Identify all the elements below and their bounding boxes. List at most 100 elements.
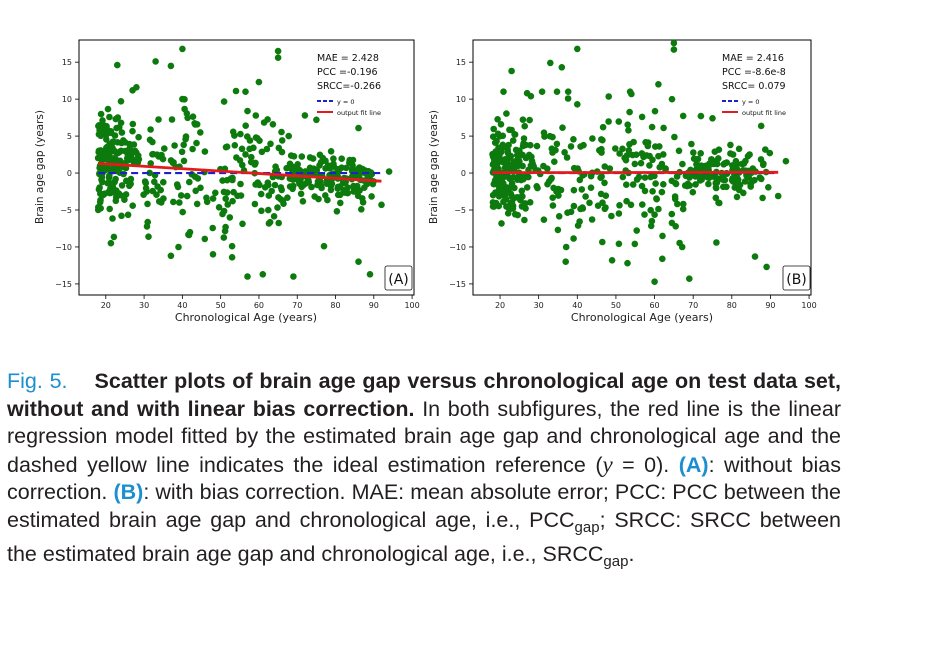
data-point	[140, 191, 147, 198]
data-point	[97, 110, 105, 118]
data-point	[246, 137, 254, 144]
panel-label: (B)	[786, 272, 807, 288]
x-tick-label: 60	[649, 301, 659, 310]
y-tick-label: −15	[55, 280, 72, 289]
equation-symbol: y	[602, 451, 613, 477]
data-point	[308, 183, 315, 191]
data-point	[265, 220, 273, 227]
data-point	[115, 149, 122, 156]
data-point	[554, 187, 562, 195]
data-point	[258, 148, 266, 156]
data-point	[234, 192, 241, 200]
data-point	[562, 243, 570, 251]
data-point	[512, 146, 520, 154]
caption-text: .	[628, 542, 635, 566]
data-point	[624, 259, 631, 267]
data-point	[322, 157, 329, 165]
data-point	[260, 119, 268, 126]
data-point	[203, 194, 210, 202]
data-point	[519, 116, 527, 123]
data-point	[651, 107, 659, 115]
y-axis-ticks: −15 −10 −5 0 5 10 15	[449, 58, 473, 289]
fit-line	[98, 162, 382, 183]
subscript: gap	[574, 518, 600, 536]
data-point	[110, 233, 118, 241]
data-point	[570, 202, 578, 210]
data-point	[178, 148, 186, 156]
legend: y = 0 output fit line	[317, 98, 381, 117]
data-point	[513, 151, 521, 159]
data-point	[337, 199, 344, 207]
data-point	[727, 141, 734, 149]
data-point	[656, 143, 663, 150]
data-point	[514, 211, 521, 219]
data-point	[232, 87, 240, 95]
data-point	[358, 206, 365, 213]
data-point	[179, 208, 186, 216]
reference-lines	[492, 170, 779, 175]
panel-a-reference: (A)	[678, 452, 709, 477]
data-point	[521, 200, 529, 207]
data-point	[175, 243, 182, 251]
data-point	[107, 189, 114, 197]
data-point	[605, 93, 612, 100]
data-point	[499, 187, 507, 195]
data-point	[616, 202, 623, 209]
data-point	[118, 212, 125, 220]
data-point	[349, 156, 357, 164]
data-point	[189, 113, 197, 120]
metric-srcc: SRCC=-0.266	[317, 81, 381, 92]
data-point	[528, 153, 535, 161]
data-point	[171, 142, 178, 149]
data-point	[297, 176, 304, 183]
data-point	[570, 235, 577, 242]
data-point	[495, 144, 502, 152]
data-point	[686, 275, 693, 283]
data-point	[692, 173, 699, 180]
data-point	[220, 234, 228, 241]
data-point	[671, 193, 679, 200]
data-point	[698, 176, 705, 183]
figure-caption: Fig. 5. Scatter plots of brain age gap v…	[7, 368, 841, 576]
data-point	[629, 181, 637, 188]
data-point	[252, 112, 260, 119]
data-point	[299, 198, 307, 205]
data-point	[751, 176, 758, 184]
data-point	[242, 122, 249, 129]
data-point	[103, 122, 110, 130]
data-point	[647, 206, 654, 214]
data-point	[672, 179, 679, 187]
data-point	[330, 155, 337, 162]
data-point	[670, 46, 678, 53]
data-point	[649, 188, 656, 195]
data-point	[274, 47, 282, 55]
data-point	[261, 184, 269, 191]
data-point	[179, 95, 186, 103]
data-point	[659, 232, 666, 240]
data-point	[153, 191, 160, 198]
data-point	[757, 122, 765, 130]
caption-text: : with bias correction. MAE: mean absolu…	[7, 480, 841, 532]
data-point	[145, 233, 152, 240]
data-point	[597, 174, 604, 181]
legend: y = 0 output fit line	[722, 98, 786, 117]
data-point	[602, 204, 609, 211]
data-point	[270, 213, 278, 220]
data-point	[151, 178, 158, 186]
data-point	[782, 157, 790, 165]
data-point	[236, 157, 244, 164]
data-point	[102, 155, 110, 163]
data-point	[168, 116, 176, 123]
data-point	[344, 189, 352, 197]
data-point	[272, 163, 279, 170]
data-point	[219, 177, 226, 184]
data-point	[102, 150, 110, 158]
y-tick-label: −5	[454, 206, 466, 215]
x-tick-label: 70	[688, 301, 698, 310]
data-point	[104, 105, 112, 113]
data-point	[252, 181, 259, 188]
data-point	[749, 165, 757, 172]
data-point	[159, 155, 167, 163]
data-point	[599, 123, 607, 131]
data-point	[161, 145, 168, 152]
